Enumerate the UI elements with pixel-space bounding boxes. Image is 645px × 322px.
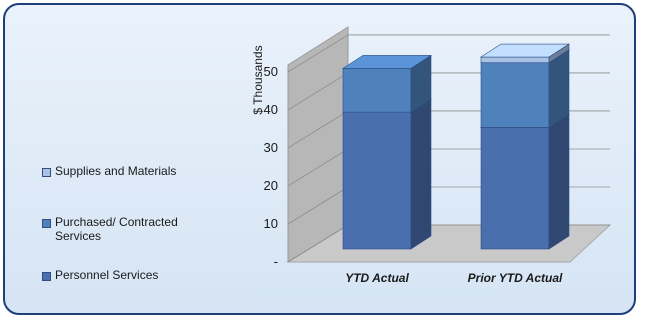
y-tick-label: 40 bbox=[264, 102, 278, 117]
gridline-wall bbox=[287, 34, 349, 73]
legend-item-purchased: Purchased/ Contracted Services bbox=[42, 215, 212, 243]
bar-segment bbox=[342, 111, 412, 250]
y-tick-label: 30 bbox=[264, 140, 278, 155]
gridline-wall bbox=[287, 186, 349, 225]
bar-segment bbox=[480, 56, 550, 64]
bar-segment-side bbox=[548, 49, 570, 128]
gridline-wall bbox=[287, 110, 349, 149]
y-axis-label: $ Thousands bbox=[251, 45, 265, 114]
bar-segment-top bbox=[479, 43, 571, 58]
x-tick-label: Prior YTD Actual bbox=[468, 271, 563, 285]
gridline-wall bbox=[287, 224, 349, 263]
gridline-wall bbox=[287, 72, 349, 111]
y-tick-label: 10 bbox=[264, 216, 278, 231]
legend-item-personnel: Personnel Services bbox=[42, 268, 158, 282]
bar-segment bbox=[480, 62, 550, 128]
legend-swatch-purchased bbox=[42, 219, 51, 228]
bar-segment-top bbox=[341, 55, 433, 69]
legend-item-supplies: Supplies and Materials bbox=[42, 164, 176, 178]
legend-swatch-personnel bbox=[42, 272, 51, 281]
y-tick-label: - bbox=[274, 254, 278, 269]
y-axis-ticks: - 10 20 30 40 50 bbox=[264, 64, 278, 269]
chart-left-wall bbox=[287, 26, 349, 263]
x-tick-label: YTD Actual bbox=[345, 271, 409, 285]
bar-segment-side bbox=[410, 98, 432, 250]
legend-swatch-supplies bbox=[42, 168, 51, 177]
x-axis-ticks: YTD Actual Prior YTD Actual bbox=[345, 271, 563, 285]
legend-label-personnel: Personnel Services bbox=[55, 268, 159, 282]
bar-segment-side bbox=[548, 113, 570, 250]
bar-segment bbox=[342, 68, 412, 113]
legend-label-purchased: Purchased/ Contracted Services bbox=[55, 215, 178, 243]
chart-bars bbox=[341, 43, 571, 250]
bar-segment bbox=[480, 127, 550, 250]
gridline-wall bbox=[287, 148, 349, 187]
y-tick-label: 50 bbox=[264, 64, 278, 79]
y-tick-label: 20 bbox=[264, 178, 278, 193]
legend-label-supplies: Supplies and Materials bbox=[55, 164, 177, 178]
